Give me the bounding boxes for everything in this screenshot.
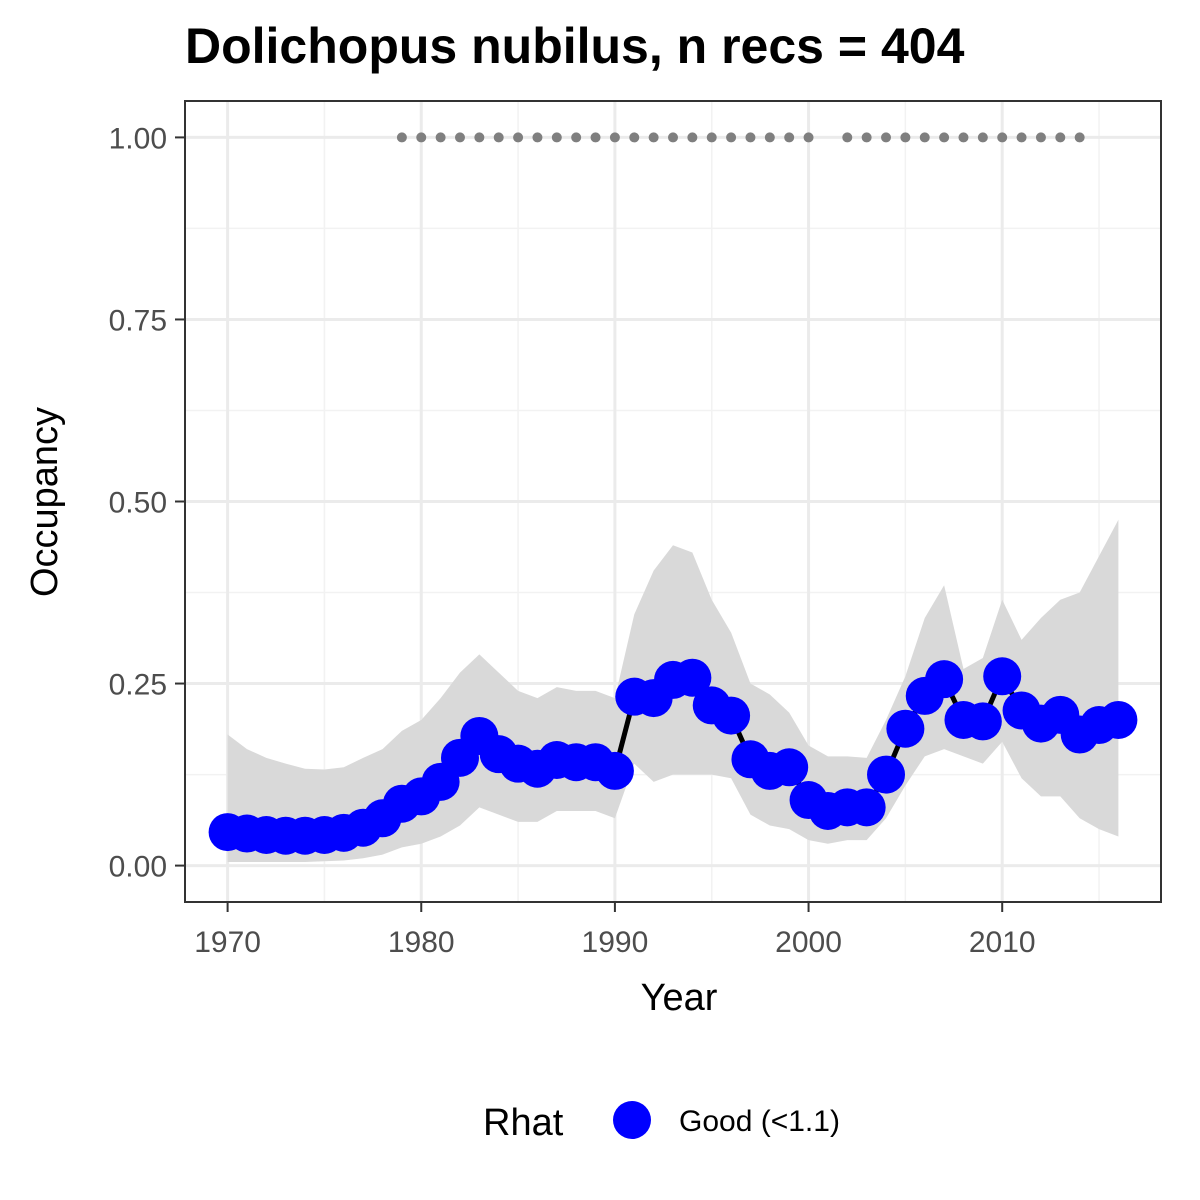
record-mark xyxy=(803,132,814,143)
record-mark xyxy=(764,132,775,143)
y-tick-label: 1.00 xyxy=(109,122,167,155)
record-mark xyxy=(687,132,698,143)
record-mark xyxy=(648,132,659,143)
chart-title: Dolichopus nubilus, n recs = 404 xyxy=(185,18,965,74)
record-mark xyxy=(1016,132,1027,143)
x-tick-label: 2000 xyxy=(775,926,842,959)
x-tick-label: 2010 xyxy=(969,926,1036,959)
x-tick-label: 1970 xyxy=(194,926,261,959)
record-mark xyxy=(513,132,524,143)
record-mark xyxy=(745,132,756,143)
occupancy-point xyxy=(963,702,1002,741)
record-mark xyxy=(493,132,504,143)
record-mark xyxy=(726,132,737,143)
occupancy-point xyxy=(595,751,634,790)
y-tick-label: 0.50 xyxy=(109,487,167,520)
x-tick-label: 1990 xyxy=(582,926,649,959)
record-mark xyxy=(571,132,582,143)
legend-title: Rhat xyxy=(483,1102,564,1144)
record-mark xyxy=(861,132,872,143)
record-mark xyxy=(881,132,892,143)
occupancy-point xyxy=(673,658,712,697)
record-mark xyxy=(551,132,562,143)
record-marks-layer xyxy=(396,132,1085,143)
record-mark xyxy=(435,132,446,143)
record-mark xyxy=(919,132,930,143)
legend-key-point xyxy=(613,1101,651,1139)
record-mark xyxy=(609,132,620,143)
record-mark xyxy=(997,132,1008,143)
occupancy-point xyxy=(925,660,964,699)
occupancy-points-layer xyxy=(208,657,1138,855)
x-tick-label: 1980 xyxy=(388,926,455,959)
record-mark xyxy=(784,132,795,143)
record-mark xyxy=(958,132,969,143)
record-mark xyxy=(454,132,465,143)
record-mark xyxy=(1055,132,1066,143)
record-mark xyxy=(977,132,988,143)
y-tick-label: 0.75 xyxy=(109,304,167,337)
record-mark xyxy=(590,132,601,143)
record-mark xyxy=(396,132,407,143)
occupancy-point xyxy=(867,755,906,794)
record-mark xyxy=(939,132,950,143)
record-mark xyxy=(474,132,485,143)
record-mark xyxy=(900,132,911,143)
y-axis-title: Occupancy xyxy=(24,407,66,597)
record-mark xyxy=(532,132,543,143)
record-mark xyxy=(629,132,640,143)
record-mark xyxy=(416,132,427,143)
record-mark xyxy=(706,132,717,143)
x-axis-title: Year xyxy=(641,977,718,1019)
y-tick-label: 0.00 xyxy=(109,851,167,884)
y-tick-label: 0.25 xyxy=(109,669,167,702)
axis-ticks: 0.00 0.25 0.50 0.75 1.00 1970 1980 1990 2000 2010 xyxy=(109,122,1036,959)
legend: Rhat Good (<1.1) xyxy=(483,1101,840,1144)
occupancy-point xyxy=(712,696,751,735)
record-mark xyxy=(668,132,678,143)
occupancy-point xyxy=(770,748,809,787)
occupancy-point xyxy=(886,709,925,748)
occupancy-point xyxy=(1099,700,1138,739)
record-mark xyxy=(1074,132,1085,143)
occupancy-point xyxy=(847,788,886,827)
occupancy-point xyxy=(983,657,1022,696)
record-mark xyxy=(1035,132,1046,143)
record-mark xyxy=(842,132,853,143)
legend-label: Good (<1.1) xyxy=(679,1105,840,1138)
